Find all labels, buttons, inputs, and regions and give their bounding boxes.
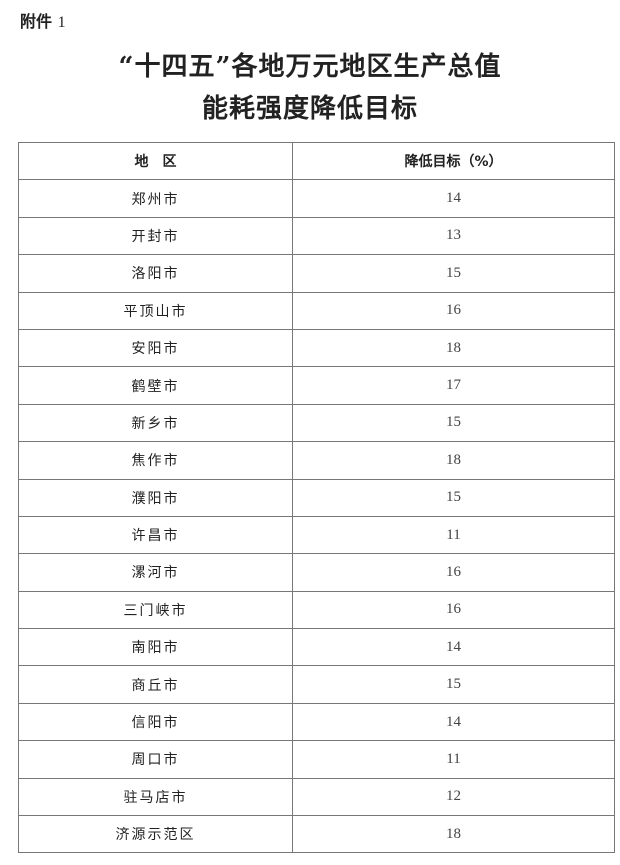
table-header-row: 地 区 降低目标（%） [18,141,615,181]
target-cell: 16 [292,291,615,330]
target-cell: 15 [292,478,615,517]
table-row: 焦作市 18 [18,441,615,480]
table-row: 濮阳市 15 [18,478,615,517]
table-row: 安阳市 18 [18,328,615,368]
table-row: 南阳市 14 [18,628,615,667]
region-cell: 商丘市 [18,665,293,704]
target-cell: 14 [292,179,615,218]
region-cell: 焦作市 [18,441,293,480]
table-row: 周口市 11 [18,740,615,779]
table-body: 郑州市 14 开封市 13 洛阳市 15 平顶山市 16 安阳市 18 鹤壁市 17 新乡市 15 焦作市 1… [18,179,615,854]
header-region: 地 区 [18,141,293,181]
region-cell: 南阳市 [18,628,293,667]
table-row: 济源示范区 18 [18,815,615,854]
target-cell: 18 [292,328,615,368]
table-row: 商丘市 15 [18,665,615,704]
target-cell: 13 [292,216,615,256]
region-cell: 许昌市 [18,515,293,555]
region-cell: 三门峡市 [18,590,293,630]
table-row: 郑州市 14 [18,179,615,218]
region-cell: 周口市 [18,740,293,779]
target-cell: 11 [292,740,615,779]
target-cell: 16 [292,553,615,592]
target-cell: 15 [292,665,615,704]
region-cell: 信阳市 [18,702,293,742]
table-row: 信阳市 14 [18,702,615,742]
region-cell: 洛阳市 [18,254,293,293]
region-cell: 安阳市 [18,328,293,368]
region-cell: 开封市 [18,216,293,256]
region-cell: 郑州市 [18,179,293,218]
page-title-line1: “十四五”各地万元地区生产总值 [118,52,502,82]
table-row: 开封市 13 [18,216,615,256]
target-cell: 18 [292,815,615,854]
region-cell: 平顶山市 [18,291,293,330]
target-cell: 14 [292,702,615,742]
region-cell: 济源示范区 [18,815,293,854]
region-cell: 驻马店市 [18,777,293,817]
target-cell: 17 [292,366,615,405]
target-cell: 12 [292,777,615,817]
table-row: 洛阳市 15 [18,254,615,293]
region-cell: 鹤壁市 [18,366,293,405]
attachment-text: 附件 [20,12,53,31]
target-cell: 11 [292,515,615,555]
region-cell: 漯河市 [18,553,293,592]
region-cell: 新乡市 [18,403,293,443]
table-row: 鹤壁市 17 [18,366,615,405]
targets-table: 地 区 降低目标（%） 郑州市 14 开封市 13 洛阳市 15 平顶山市 16 安阳市 18 鹤壁… [18,141,615,854]
table-row: 新乡市 15 [18,403,615,443]
target-cell: 18 [292,441,615,480]
target-cell: 14 [292,628,615,667]
target-cell: 15 [292,403,615,443]
table-row: 驻马店市 12 [18,777,615,817]
target-cell: 16 [292,590,615,630]
attachment-label: 附件 1 [20,8,66,32]
page-title-line2: 能耗强度降低目标 [201,94,418,124]
table-row: 漯河市 16 [18,553,615,592]
target-cell: 15 [292,254,615,293]
region-cell: 濮阳市 [18,478,293,517]
table-row: 三门峡市 16 [18,590,615,630]
table-row: 平顶山市 16 [18,291,615,330]
table-row: 许昌市 11 [18,515,615,555]
header-target: 降低目标（%） [292,141,615,181]
attachment-number: 1 [57,14,66,31]
